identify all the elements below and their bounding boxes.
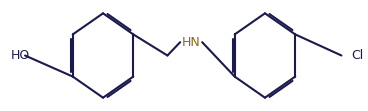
Text: Cl: Cl — [351, 49, 364, 62]
Text: HN: HN — [182, 36, 201, 49]
Text: HO: HO — [11, 49, 30, 62]
